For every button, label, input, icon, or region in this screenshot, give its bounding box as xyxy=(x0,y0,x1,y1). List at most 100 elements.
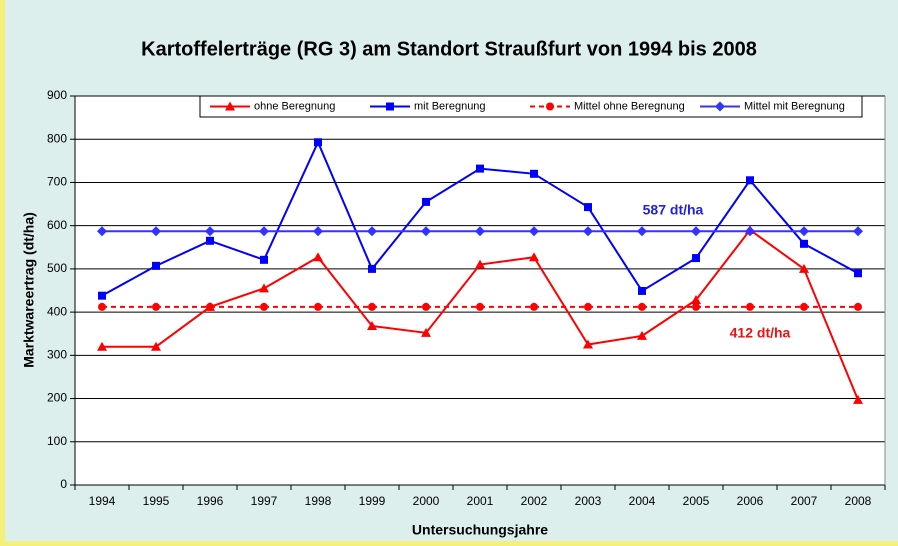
x-tick-label: 1996 xyxy=(197,494,224,508)
data-point xyxy=(745,226,755,237)
x-tick-label: 1999 xyxy=(359,494,386,508)
y-tick-label: 300 xyxy=(47,348,67,362)
y-axis-label: Marktwareertrag (dt/ha) xyxy=(21,212,37,368)
data-point xyxy=(476,164,484,173)
y-tick-label: 0 xyxy=(60,477,67,491)
data-point xyxy=(313,226,323,237)
data-point xyxy=(637,330,647,340)
data-point xyxy=(314,302,322,311)
data-point xyxy=(692,254,700,263)
x-tick-label: 2002 xyxy=(521,494,548,508)
plot-area xyxy=(75,96,885,485)
data-point xyxy=(691,295,701,305)
data-point xyxy=(799,263,809,273)
legend-label: Mittel mit Beregnung xyxy=(744,100,845,112)
data-point xyxy=(799,226,809,237)
data-point xyxy=(584,302,592,311)
data-point xyxy=(853,394,863,404)
data-point xyxy=(97,341,107,351)
data-point xyxy=(152,302,160,311)
chart-title: Kartoffelerträge (RG 3) am Standort Stra… xyxy=(141,38,757,60)
data-point xyxy=(584,203,592,212)
y-tick-label: 500 xyxy=(47,261,67,275)
data-point xyxy=(638,302,646,311)
legend-marker xyxy=(546,102,554,111)
x-axis-label: Untersuchungsjahre xyxy=(412,522,548,538)
data-point xyxy=(367,320,377,330)
data-point xyxy=(314,138,322,147)
x-tick-label: 2008 xyxy=(845,494,872,508)
data-point xyxy=(692,302,700,311)
x-tick-label: 2007 xyxy=(791,494,818,508)
data-point xyxy=(206,302,214,311)
x-tick-label: 1997 xyxy=(251,494,278,508)
annotation: 587 dt/ha xyxy=(643,202,704,218)
frame-bottom xyxy=(0,541,898,546)
data-point xyxy=(475,226,485,237)
x-tick-label: 1995 xyxy=(143,494,170,508)
legend-marker xyxy=(225,101,235,111)
data-point xyxy=(800,239,808,248)
data-point xyxy=(97,226,107,237)
data-point xyxy=(98,291,106,300)
x-tick-label: 1998 xyxy=(305,494,332,508)
data-point xyxy=(854,302,862,311)
legend-label: Mittel ohne Beregnung xyxy=(574,100,685,112)
y-tick-label: 200 xyxy=(47,391,67,405)
data-point xyxy=(583,339,593,349)
data-point xyxy=(98,302,106,311)
x-tick-label: 2004 xyxy=(629,494,656,508)
data-point xyxy=(476,302,484,311)
data-point xyxy=(638,286,646,295)
data-point xyxy=(800,302,808,311)
data-point xyxy=(205,226,215,237)
legend-marker xyxy=(715,101,725,112)
y-tick-label: 400 xyxy=(47,304,67,318)
y-tick-label: 700 xyxy=(47,175,67,189)
data-point xyxy=(529,252,539,262)
frame-left xyxy=(0,0,5,546)
x-tick-label: 2001 xyxy=(467,494,494,508)
data-point xyxy=(152,261,160,270)
data-point xyxy=(368,264,376,273)
x-tick-label: 2000 xyxy=(413,494,440,508)
data-point xyxy=(854,269,862,278)
x-tick-label: 2003 xyxy=(575,494,602,508)
data-point xyxy=(422,197,430,206)
x-tick-label: 2005 xyxy=(683,494,710,508)
data-point xyxy=(151,226,161,237)
data-point xyxy=(853,226,863,237)
y-tick-label: 600 xyxy=(47,218,67,232)
data-point xyxy=(421,226,431,237)
data-point xyxy=(368,302,376,311)
x-tick-label: 2006 xyxy=(737,494,764,508)
data-point xyxy=(746,302,754,311)
data-point xyxy=(530,169,538,178)
legend-label: mit Beregnung xyxy=(414,100,486,112)
y-tick-label: 100 xyxy=(47,434,67,448)
data-point xyxy=(529,226,539,237)
data-point xyxy=(475,259,485,269)
data-point xyxy=(746,176,754,185)
data-point xyxy=(260,255,268,264)
data-point xyxy=(422,302,430,311)
annotation: 412 dt/ha xyxy=(730,325,791,341)
data-point xyxy=(691,226,701,237)
data-point xyxy=(259,283,269,293)
data-point xyxy=(151,341,161,351)
data-point xyxy=(259,226,269,237)
legend-marker xyxy=(386,102,394,111)
x-tick-label: 1994 xyxy=(89,494,116,508)
data-point xyxy=(637,226,647,237)
data-point xyxy=(260,302,268,311)
data-point xyxy=(530,302,538,311)
y-tick-label: 900 xyxy=(47,88,67,102)
legend-label: ohne Beregnung xyxy=(254,100,335,112)
data-point xyxy=(583,226,593,237)
data-point xyxy=(367,226,377,237)
y-tick-label: 800 xyxy=(47,131,67,145)
data-point xyxy=(313,252,323,262)
data-point xyxy=(421,327,431,337)
data-point xyxy=(206,236,214,245)
